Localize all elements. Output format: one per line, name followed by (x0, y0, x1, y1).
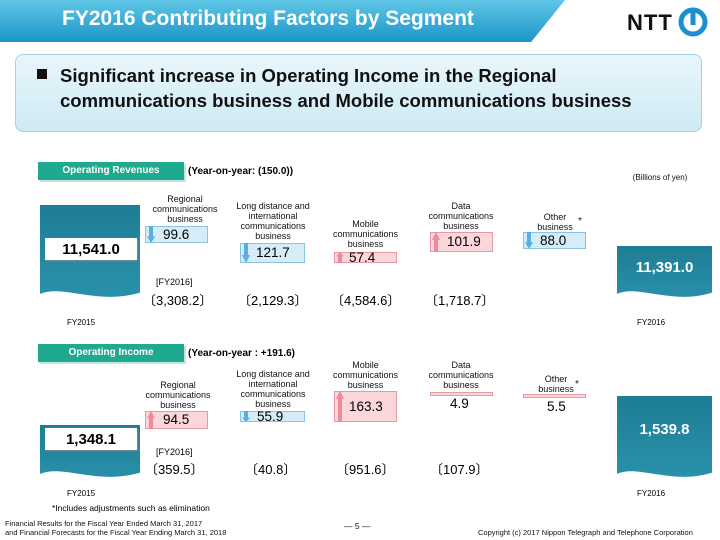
down-arrow-icon (242, 411, 250, 422)
income-fy2015-label: FY2015 (67, 489, 96, 498)
down-arrow-icon (147, 226, 155, 243)
copyright: Copyright (c) 2017 Nippon Telegraph and … (478, 528, 693, 537)
page-number: ― 5 ― (344, 521, 371, 531)
inc-fy2016-data: 〔107.9〕 (430, 462, 489, 477)
asterisk: * (578, 216, 582, 227)
inc-fy2016-mobile: 〔951.6〕 (336, 462, 395, 477)
headline-text: Significant increase in Operating Income… (60, 65, 632, 111)
rev-step-other-label: Other business (537, 212, 573, 232)
income-fy2015-box (45, 428, 137, 450)
rev-step-longdistance-bar (240, 243, 305, 263)
rev-step-longdistance-label: Long distance and international communic… (236, 201, 310, 241)
rev-step-other-bar (523, 232, 586, 249)
income-fy2016-value: 1,539.8 (639, 421, 690, 438)
units-label: (Billions of yen) (632, 173, 688, 182)
inc-step-mobile-value: 163.3 (349, 399, 383, 414)
revenues-fy2016-label: FY2016 (637, 318, 666, 327)
rev-fy2016-regional: 〔3,308.2〕 (143, 293, 213, 308)
inc-step-other-value: 5.5 (547, 399, 566, 414)
inc-step-data-value: 4.9 (450, 396, 469, 411)
rev-fy2016-data: 〔1,718.7〕 (425, 293, 495, 308)
ntt-logo-text: NTT (627, 10, 673, 35)
rev-step-mobile-label: Mobile communications business (332, 219, 399, 249)
up-arrow-icon (432, 232, 440, 252)
revenues-axis-break (40, 291, 714, 312)
revenues-fy2015-value: 11,541.0 (62, 241, 120, 258)
revenues-fy2016-value: 11,391.0 (635, 259, 694, 276)
inc-step-other-bar (523, 394, 586, 398)
inc-step-regional-value: 94.5 (163, 412, 190, 427)
revenues-fy2015-label: FY2015 (67, 318, 96, 327)
income-fy2015-value: 1,348.1 (65, 431, 117, 448)
revenues-yoy: (Year-on-year: (150.0)) (188, 166, 294, 177)
inc-fy2016-longdistance: 〔40.8〕 (245, 462, 297, 477)
rev-step-regional-label: Regional communications business (152, 194, 218, 224)
title-banner (0, 0, 565, 42)
rev-fy2016-mobile: 〔4,584.6〕 (331, 293, 401, 308)
rev-step-regional-bar (145, 226, 208, 243)
asterisk: * (575, 379, 579, 390)
down-arrow-icon (525, 232, 533, 249)
footer-left-line2: and Financial Forecasts for the Fiscal Y… (5, 528, 227, 537)
inc-fy2016-regional: 〔359.5〕 (145, 462, 204, 477)
page-title: FY2016 Contributing Factors by Segment (62, 7, 474, 30)
headline-box (15, 54, 702, 132)
down-arrow-icon (242, 243, 250, 263)
footer-left-line1: Financial Results for the Fiscal Year En… (5, 519, 203, 528)
up-arrow-icon (336, 252, 344, 263)
inc-step-other-label: Other business (538, 374, 574, 394)
rev-step-longdistance-value: 121.7 (256, 245, 290, 260)
inc-step-longdistance-label: Long distance and international communic… (236, 369, 310, 409)
rev-step-mobile-bar (334, 252, 397, 263)
income-axis-break (40, 471, 714, 490)
inc-step-mobile-label: Mobile communications business (332, 360, 399, 390)
income-fy2016-label: FY2016 (637, 489, 666, 498)
rev-step-regional-value: 99.6 (163, 227, 190, 242)
rev-step-data-bar (430, 232, 493, 252)
revenues-fy2015-box (45, 238, 137, 260)
footnote: *Includes adjustments such as eliminatio… (52, 503, 210, 513)
rev-step-mobile-value: 57.4 (349, 250, 376, 265)
inc-fy2016-label: [FY2016] (156, 447, 193, 457)
inc-step-longdistance-bar (240, 411, 305, 422)
operating-revenues-tag: Operating Revenues (38, 162, 184, 180)
inc-step-mobile-bar (334, 391, 397, 422)
ntt-logo-icon (678, 7, 708, 37)
up-arrow-icon (147, 411, 155, 429)
rev-fy2016-longdistance: 〔2,129.3〕 (238, 293, 308, 308)
rev-step-data-value: 101.9 (447, 234, 481, 249)
rev-step-other-value: 88.0 (540, 233, 567, 248)
inc-step-regional-bar (145, 411, 208, 429)
inc-step-longdistance-value: 55.9 (257, 409, 284, 424)
inc-step-data-label: Data communications business (428, 360, 494, 390)
up-arrow-icon (336, 391, 344, 422)
bullet-square-icon (37, 69, 47, 79)
inc-step-regional-label: Regional communications business (145, 380, 211, 410)
operating-income-tag: Operating Income (38, 344, 184, 362)
rev-step-data-label: Data communications business (428, 201, 494, 231)
rev-fy2016-label: [FY2016] (156, 277, 193, 287)
income-yoy: (Year-on-year : +191.6) (188, 348, 295, 359)
inc-step-data-bar (430, 392, 493, 396)
